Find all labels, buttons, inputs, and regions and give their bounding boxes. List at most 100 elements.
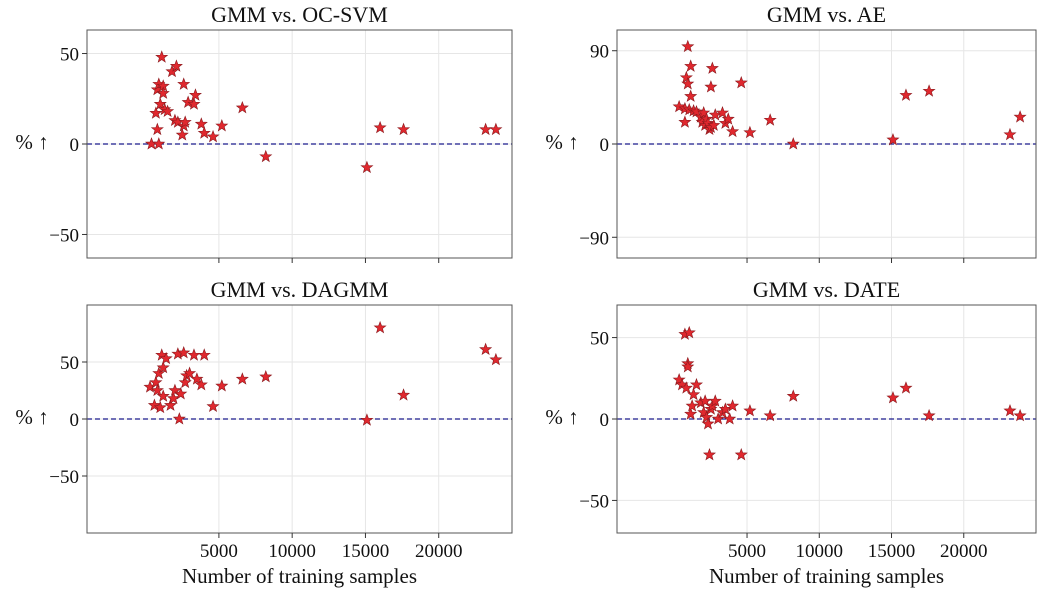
data-point xyxy=(786,137,800,150)
data-point xyxy=(181,95,195,108)
data-point xyxy=(886,390,900,404)
y-tick-label: −50 xyxy=(49,225,79,246)
chart-title: GMM vs. AE xyxy=(767,2,886,27)
data-point xyxy=(922,408,936,422)
data-point xyxy=(235,100,249,114)
data-point xyxy=(259,369,273,383)
x-tick-label: 5000 xyxy=(728,541,766,562)
data-point xyxy=(715,106,730,119)
data-point xyxy=(156,389,170,402)
data-point xyxy=(373,120,387,134)
data-point xyxy=(763,113,777,126)
data-point xyxy=(152,137,166,150)
data-point xyxy=(155,50,169,63)
data-point xyxy=(152,366,166,379)
panel-3: −50 0 50 5000 10000 15000 20000 GMM vs. DAGMM % … xyxy=(15,277,513,588)
x-tick-label: 20000 xyxy=(940,541,988,562)
data-point xyxy=(149,375,163,389)
data-point xyxy=(672,373,686,386)
data-point xyxy=(704,80,718,93)
panel-1: −50 0 50 GMM vs. OC-SVM % ↑ xyxy=(15,2,513,263)
data-point xyxy=(165,64,179,78)
data-point xyxy=(147,398,161,411)
data-point xyxy=(726,124,740,138)
data-point xyxy=(711,412,725,425)
data-point xyxy=(678,115,692,128)
data-point xyxy=(700,410,714,423)
data-point xyxy=(206,399,220,413)
data-point xyxy=(707,118,721,131)
x-axis-label: Number of training samples xyxy=(709,564,944,588)
x-tick-label: 15000 xyxy=(868,541,916,562)
data-point xyxy=(235,372,249,385)
data-point xyxy=(1003,127,1017,141)
data-point xyxy=(684,407,698,420)
y-tick-label: 0 xyxy=(600,410,610,431)
y-tick-label: 0 xyxy=(70,410,80,431)
data-point xyxy=(190,372,204,385)
data-point xyxy=(718,402,732,415)
data-point xyxy=(763,408,777,422)
data-point xyxy=(672,99,686,113)
x-tick-label: 20000 xyxy=(415,541,463,562)
data-point xyxy=(159,351,173,365)
data-point xyxy=(708,394,722,407)
data-point xyxy=(701,417,715,430)
data-point xyxy=(1013,110,1027,123)
y-tick-label: 90 xyxy=(590,42,609,63)
data-point xyxy=(734,447,748,461)
data-point xyxy=(177,77,191,90)
data-point xyxy=(187,97,201,110)
data-point xyxy=(723,412,737,425)
data-point xyxy=(705,61,719,74)
data-point xyxy=(682,325,696,339)
data-point xyxy=(697,106,711,119)
data-point xyxy=(183,366,197,379)
data-point xyxy=(397,388,411,401)
data-point xyxy=(685,399,699,412)
y-tick-label: −50 xyxy=(579,491,609,512)
data-point xyxy=(177,346,191,359)
x-tick-label: 10000 xyxy=(268,541,316,562)
chart-title: GMM vs. DAGMM xyxy=(211,277,389,302)
data-point xyxy=(188,88,202,101)
y-axis-label: % ↑ xyxy=(15,130,48,154)
y-tick-label: 50 xyxy=(590,329,609,350)
data-point xyxy=(149,106,163,119)
data-point xyxy=(697,405,711,419)
data-point xyxy=(215,379,229,392)
y-tick-label: 0 xyxy=(70,135,80,156)
data-point xyxy=(679,70,693,84)
data-point xyxy=(360,413,374,426)
y-axis-label: % ↑ xyxy=(545,130,578,154)
data-point xyxy=(150,122,164,136)
data-point xyxy=(899,381,913,394)
data-point xyxy=(169,59,183,72)
data-point xyxy=(259,149,273,163)
data-point xyxy=(681,360,695,373)
data-point xyxy=(215,119,229,132)
y-tick-label: −90 xyxy=(579,228,609,249)
data-point xyxy=(479,122,493,136)
data-point xyxy=(734,75,748,89)
data-point xyxy=(161,104,175,117)
x-axis-label: Number of training samples xyxy=(182,564,417,588)
data-point xyxy=(689,105,703,118)
data-point xyxy=(150,383,164,397)
data-point xyxy=(164,398,178,411)
data-point xyxy=(153,400,167,414)
data-point xyxy=(156,360,170,374)
data-point xyxy=(479,342,493,356)
y-axis-label: % ↑ xyxy=(15,405,48,429)
data-point xyxy=(489,122,503,136)
data-point xyxy=(922,84,936,97)
data-point xyxy=(684,89,698,102)
chart-title: GMM vs. OC-SVM xyxy=(211,2,388,27)
panel-4: −50 0 50 5000 10000 15000 20000 GMM vs. DATE % ↑… xyxy=(545,277,1037,588)
data-point xyxy=(721,112,735,125)
data-point xyxy=(899,88,913,101)
data-point xyxy=(178,375,192,389)
data-point xyxy=(684,59,698,72)
data-point xyxy=(206,129,220,143)
